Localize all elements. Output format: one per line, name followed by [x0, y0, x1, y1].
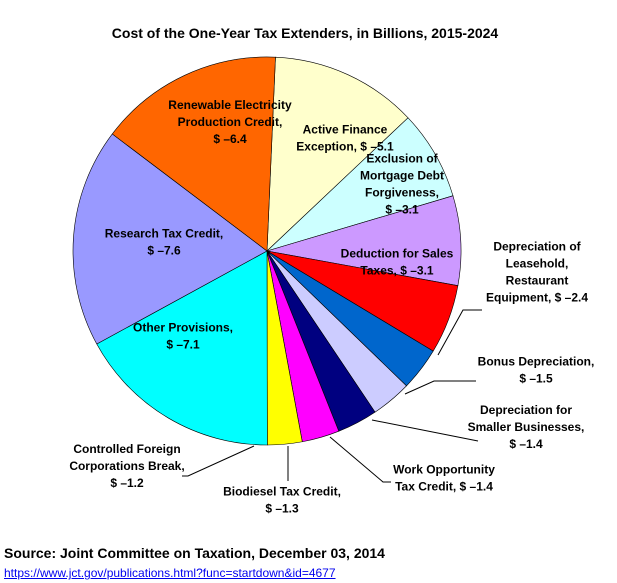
- slice-label-11: Research Tax Credit, $ –7.6: [105, 227, 224, 258]
- leader-line-5: [404, 380, 476, 395]
- slice-label-line: Exception, $ –5.1: [296, 140, 394, 154]
- slice-label-line: $ –1.4: [509, 437, 543, 451]
- pie-slice-12: [111, 56, 276, 252]
- slice-label-line: Forgiveness,: [365, 186, 439, 200]
- slice-label-line: Tax Credit, $ –1.4: [395, 480, 493, 494]
- pie-slice-10: [96, 250, 268, 446]
- slice-label-line: Restaurant: [506, 274, 569, 288]
- slice-label-7: Work Opportunity Tax Credit, $ –1.4: [393, 463, 495, 494]
- slice-label-line: Smaller Businesses,: [468, 420, 585, 434]
- slice-label-line: Taxes, $ –3.1: [360, 264, 433, 278]
- slice-label-6: Depreciation for Smaller Businesses, $ –1.…: [468, 403, 585, 451]
- pie-slice-1: [266, 56, 409, 252]
- slice-label-line: $ –7.1: [166, 338, 200, 352]
- slice-label-10: Other Provisions, $ –7.1: [133, 321, 233, 352]
- slice-label-3: Deduction for Sales Taxes, $ –3.1: [341, 247, 454, 278]
- slice-label-line: Corporations Break,: [69, 459, 184, 473]
- slice-label-line: Controlled Foreign: [73, 442, 180, 456]
- slice-label-line: Research Tax Credit,: [105, 227, 224, 241]
- slice-label-line: $ –1.5: [519, 372, 553, 386]
- slice-label-line: $ –1.2: [110, 476, 144, 490]
- slice-label-8: Biodiesel Tax Credit, $ –1.3: [223, 485, 341, 516]
- slice-label-line: Renewable Electricity: [168, 98, 292, 112]
- pie-slice-11: [72, 133, 268, 345]
- slice-label-line: Exclusion of: [366, 152, 438, 166]
- slice-label-line: Work Opportunity: [393, 463, 495, 477]
- source-note: Source: Joint Committee on Taxation, Dec…: [4, 545, 385, 561]
- leader-line-9: [182, 445, 255, 477]
- slice-label-5: Bonus Depreciation, $ –1.5: [478, 355, 595, 386]
- slice-label-4: Depreciation of Leasehold, Restaurant Equip…: [486, 240, 588, 305]
- slice-label-line: Production Credit,: [178, 115, 283, 129]
- slice-label-line: $ –1.3: [265, 502, 299, 516]
- slice-label-line: $ –6.4: [213, 132, 247, 146]
- slice-label-line: Other Provisions,: [133, 321, 233, 335]
- slice-label-line: $ –3.1: [385, 203, 419, 217]
- chart-title: Cost of the One-Year Tax Extenders, in B…: [112, 25, 499, 41]
- pie-chart: Cost of the One-Year Tax Extenders, in B…: [69, 25, 595, 516]
- slice-label-line: Active Finance: [303, 123, 388, 137]
- leader-line-4: [437, 309, 482, 356]
- slice-label-line: Leasehold,: [506, 257, 569, 271]
- slice-label-line: Mortgage Debt: [360, 169, 444, 183]
- leader-line-6: [371, 419, 479, 442]
- leader-line-7: [329, 436, 391, 483]
- slice-label-line: Depreciation for: [480, 403, 572, 417]
- slice-label-line: Depreciation of: [493, 240, 581, 254]
- slice-label-line: Deduction for Sales: [341, 247, 454, 261]
- slice-label-line: $ –7.6: [147, 244, 181, 258]
- slice-label-line: Equipment, $ –2.4: [486, 291, 588, 305]
- slice-label-line: Bonus Depreciation,: [478, 355, 595, 369]
- slice-label-1: Active Finance Exception, $ –5.1: [296, 123, 394, 154]
- slice-label-9: Controlled Foreign Corporations Break, $ –…: [69, 442, 184, 490]
- slice-label-line: Biodiesel Tax Credit,: [223, 485, 341, 499]
- source-link[interactable]: https://www.jct.gov/publications.html?fu…: [4, 566, 336, 580]
- slice-label-12: Renewable Electricity Production Credit, $…: [168, 98, 292, 146]
- slice-label-2: Exclusion of Mortgage Debt Forgiveness, $ –…: [360, 152, 444, 217]
